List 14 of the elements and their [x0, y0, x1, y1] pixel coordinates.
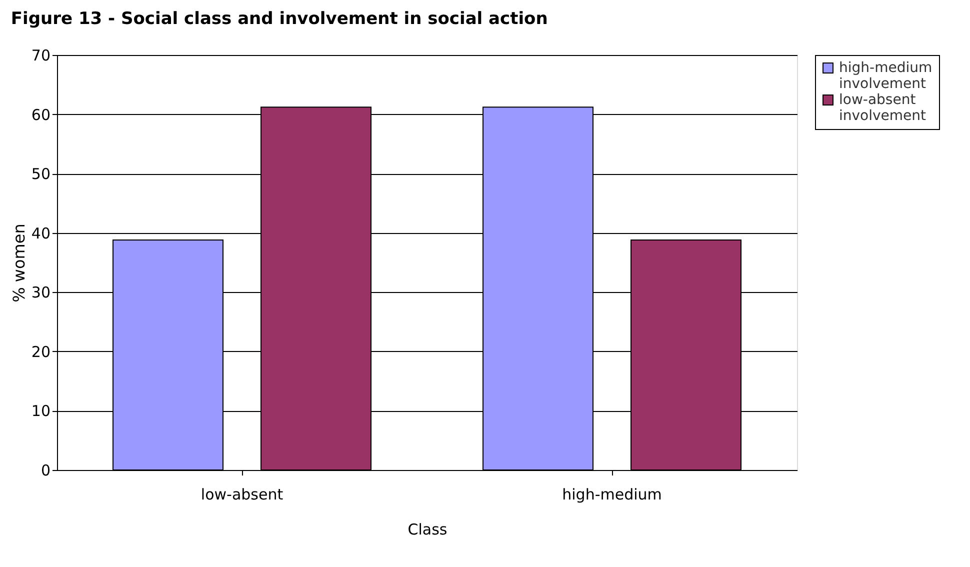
- y-tick-label: 50: [31, 165, 50, 184]
- y-tick-label: 70: [31, 46, 50, 64]
- y-tick-label: 40: [31, 224, 50, 242]
- y-tick-label: 0: [40, 462, 50, 480]
- chart-title: Figure 13 - Social class and involvement in social action: [10, 9, 548, 29]
- y-tick-label: 30: [31, 284, 50, 302]
- y-tick-label: 60: [31, 106, 50, 124]
- x-tick-label: low-absent: [200, 486, 284, 504]
- y-tick-label: 20: [31, 342, 50, 361]
- x-tick-label: high-medium: [562, 486, 662, 504]
- y-tick-label: 10: [31, 402, 50, 420]
- y-axis-title: % women: [9, 224, 28, 302]
- legend-label: low-absent involvement: [839, 92, 927, 124]
- x-axis-title: Class: [408, 520, 448, 538]
